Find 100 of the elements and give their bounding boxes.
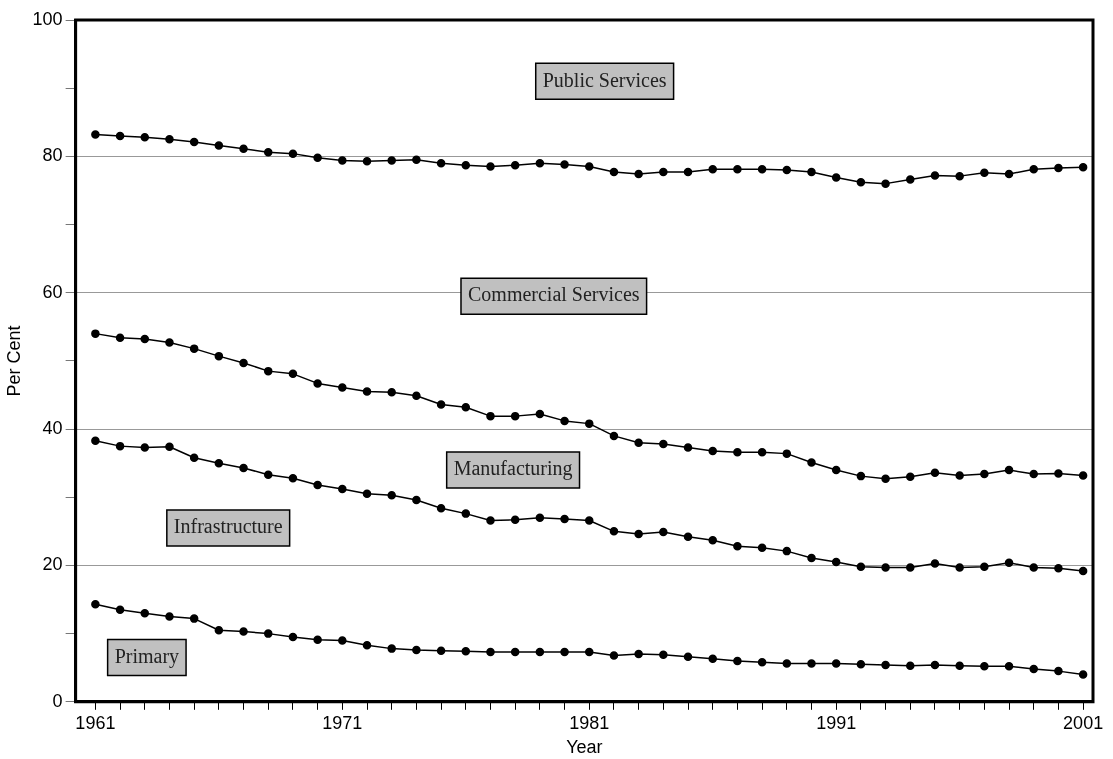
point: [362, 489, 372, 499]
point: [362, 640, 372, 650]
point: [733, 542, 742, 551]
y-tick-label: 20: [42, 554, 63, 575]
point: [91, 436, 100, 445]
point: [387, 490, 396, 500]
point: [239, 358, 248, 368]
point: [782, 546, 792, 556]
point: [733, 656, 742, 666]
point: [510, 515, 520, 525]
point: [189, 344, 199, 353]
point: [263, 629, 273, 638]
point: [140, 608, 150, 618]
point: [362, 387, 372, 396]
point: [930, 468, 940, 477]
point: [288, 369, 298, 379]
point: [263, 366, 273, 376]
point: [1054, 469, 1063, 478]
point: [288, 149, 298, 158]
point: [856, 660, 866, 669]
point: [782, 659, 792, 668]
point: [881, 563, 890, 572]
point: [535, 158, 545, 168]
point: [1029, 563, 1038, 572]
point: [733, 448, 742, 457]
point: [609, 167, 619, 177]
point: [831, 659, 841, 668]
point: [263, 470, 273, 480]
point: [387, 644, 396, 653]
point: [313, 379, 322, 388]
point: [634, 438, 643, 447]
point: [189, 137, 199, 147]
point: [214, 625, 224, 635]
annotation: Infrastructure: [173, 515, 283, 538]
point: [930, 559, 940, 568]
point: [535, 513, 545, 522]
point: [412, 495, 421, 505]
point: [189, 614, 199, 623]
point: [165, 442, 174, 452]
point: [239, 627, 248, 636]
point: [1004, 558, 1014, 567]
point: [91, 130, 100, 139]
point: [214, 351, 224, 361]
point: [980, 662, 989, 671]
point: [140, 133, 150, 142]
point: [1078, 566, 1088, 576]
point: [288, 473, 298, 483]
point: [906, 661, 915, 670]
point: [115, 605, 125, 615]
point: [387, 156, 396, 165]
point: [436, 503, 446, 513]
point: [980, 469, 989, 479]
point: [486, 411, 495, 421]
x-axis-title: Year: [566, 737, 603, 758]
point: [659, 650, 668, 660]
point: [436, 646, 446, 655]
point: [165, 338, 174, 347]
point: [140, 334, 150, 344]
point: [486, 162, 495, 171]
point: [560, 416, 569, 426]
point: [115, 333, 125, 342]
point: [757, 448, 767, 457]
point: [881, 474, 890, 484]
point: [313, 635, 322, 645]
point: [634, 649, 643, 659]
point: [91, 329, 100, 338]
point: [436, 400, 446, 409]
point: [585, 516, 594, 525]
point: [733, 165, 742, 174]
point: [659, 167, 668, 177]
point: [1054, 666, 1063, 676]
point: [412, 645, 421, 655]
point: [338, 636, 347, 645]
point: [980, 562, 989, 572]
point: [1004, 169, 1014, 179]
point: [560, 160, 569, 169]
point: [831, 173, 841, 182]
point: [782, 449, 792, 458]
point: [461, 403, 471, 412]
point: [239, 144, 248, 154]
point: [683, 532, 693, 542]
y-tick-label: 40: [42, 418, 63, 439]
point: [609, 431, 619, 441]
point: [856, 562, 866, 572]
point: [708, 654, 717, 664]
point: [1004, 465, 1014, 475]
point: [1029, 165, 1038, 174]
point: [856, 471, 866, 481]
point: [807, 659, 816, 668]
point: [856, 178, 866, 187]
point: [757, 165, 767, 174]
point: [338, 383, 347, 392]
point: [881, 179, 890, 188]
point: [91, 600, 100, 609]
point: [708, 165, 717, 174]
annotation: Public Services: [542, 68, 667, 91]
annotation: Commercial Services: [467, 283, 640, 306]
point: [807, 553, 816, 563]
point: [115, 441, 125, 451]
point: [214, 141, 224, 150]
